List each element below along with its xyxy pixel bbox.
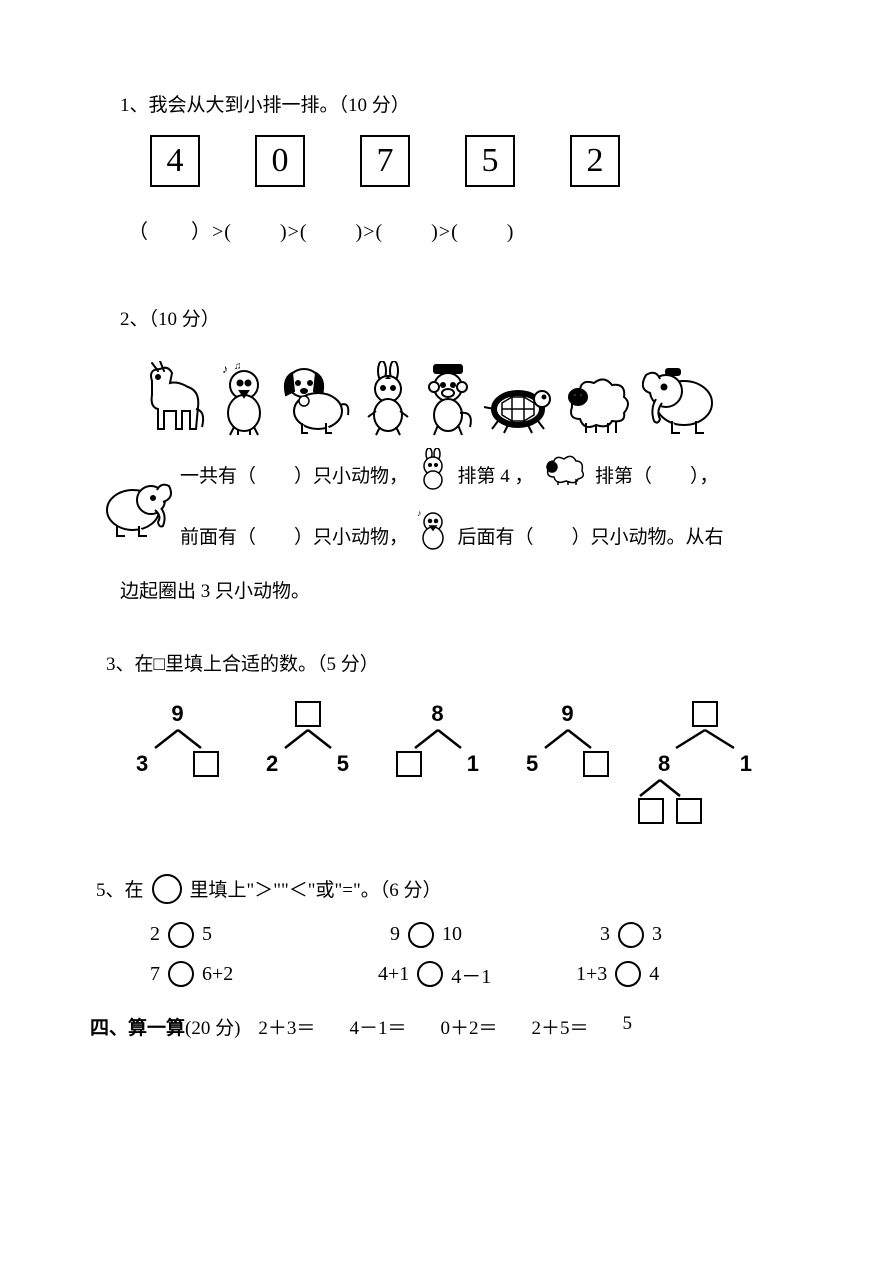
horse-icon bbox=[138, 361, 210, 442]
blank-box bbox=[396, 751, 422, 777]
turtle-icon bbox=[482, 379, 554, 442]
circle-blank-icon bbox=[152, 874, 182, 904]
sec4-heading: 四、算一算 bbox=[90, 1013, 185, 1040]
dog-icon bbox=[278, 361, 356, 442]
sheep-inline-icon bbox=[540, 451, 588, 505]
q1-title: 1、我会从大到小排一排。（10 分） bbox=[120, 90, 843, 117]
q5-title-a: 5、在 bbox=[96, 875, 144, 902]
q2-line2a: 前面有（ ）只小动物， bbox=[180, 527, 408, 548]
circle-blank bbox=[618, 922, 644, 948]
sec4-points: (20 分) bbox=[185, 1013, 240, 1040]
q2-line1a: 一共有（ ）只小动物， bbox=[180, 466, 408, 487]
compare-item: 910 bbox=[390, 922, 600, 948]
section4: 四、算一算 (20 分) 2＋3＝ 4－1＝ 0＋2＝ 2＋5＝ 5 bbox=[90, 1013, 843, 1040]
circle-blank bbox=[408, 922, 434, 948]
elephant-inline-icon bbox=[95, 480, 173, 558]
bond-left: 8 bbox=[658, 751, 670, 777]
blank-box bbox=[295, 701, 321, 727]
bond-right: 1 bbox=[740, 751, 752, 777]
compare-item: 4+14－1 bbox=[378, 960, 576, 989]
blank-box bbox=[692, 701, 718, 727]
bond-right: 5 bbox=[337, 751, 349, 777]
bond-left: 3 bbox=[136, 751, 148, 777]
worksheet-page: 1、我会从大到小排一排。（10 分） 4 0 7 5 2 （ ）>( )>( )… bbox=[0, 0, 893, 1090]
q2-title: 2、（10 分） bbox=[120, 304, 843, 331]
elephant-icon bbox=[642, 365, 720, 442]
number-bond: 81 bbox=[650, 700, 760, 824]
q2-line1b: 排第 4 ， bbox=[458, 466, 534, 487]
blank-box bbox=[583, 751, 609, 777]
circle-blank bbox=[168, 961, 194, 987]
number-bond: 9 3 bbox=[130, 700, 225, 778]
q2-text-block: 一共有（ ）只小动物， 排第 4 ， 排第（ ）， bbox=[180, 448, 843, 615]
svg-text:♪: ♪ bbox=[222, 362, 228, 376]
rabbit-inline-icon bbox=[415, 448, 451, 508]
bond-left: 5 bbox=[526, 751, 538, 777]
number-bond: 8 1 bbox=[390, 700, 485, 778]
q1-number-boxes: 4 0 7 5 2 bbox=[150, 135, 843, 187]
animals-row: ♪ ♫ bbox=[138, 361, 843, 442]
arith-expr: 0＋2＝ bbox=[440, 1013, 497, 1040]
num-box: 2 bbox=[570, 135, 620, 187]
chick-icon: ♪ ♫ bbox=[216, 361, 272, 442]
q2-line2b: 后面有（ ）只小动物。从右 bbox=[458, 527, 724, 548]
compare-item: 76+2 bbox=[150, 960, 378, 989]
rabbit-icon bbox=[362, 361, 414, 442]
blank-box bbox=[676, 798, 702, 824]
chick-inline-icon: ♪ bbox=[415, 508, 451, 570]
num-box: 7 bbox=[360, 135, 410, 187]
num-box: 4 bbox=[150, 135, 200, 187]
q5-title: 5、在 里填上"＞""＜"或"="。（6 分） bbox=[96, 874, 843, 904]
svg-text:♪: ♪ bbox=[417, 508, 422, 518]
blank-box bbox=[193, 751, 219, 777]
q5-row2: 76+2 4+14－1 1+34 bbox=[150, 960, 843, 989]
q5-row1: 25 910 33 bbox=[150, 922, 843, 948]
number-bond: 25 bbox=[260, 700, 355, 778]
bond-top: 9 bbox=[171, 701, 183, 727]
bond-top: 9 bbox=[561, 701, 573, 727]
sheep-icon bbox=[560, 371, 636, 442]
q2-line3: 边起圈出 3 只小动物。 bbox=[120, 569, 310, 615]
arith-expr: 5 bbox=[622, 1013, 632, 1040]
compare-item: 1+34 bbox=[576, 960, 726, 989]
bond-right: 1 bbox=[467, 751, 479, 777]
bond-left: 2 bbox=[266, 751, 278, 777]
blank-box bbox=[638, 798, 664, 824]
bond-top: 8 bbox=[431, 701, 443, 727]
num-box: 0 bbox=[255, 135, 305, 187]
number-bond: 9 5 bbox=[520, 700, 615, 778]
svg-text:♫: ♫ bbox=[234, 361, 242, 372]
q1-blanks: （ ）>( )>( )>( )>( ) bbox=[128, 215, 843, 244]
bond-row: 9 3 25 8 1 9 5 81 bbox=[130, 700, 843, 824]
arith-expr: 2＋3＝ bbox=[258, 1013, 315, 1040]
compare-item: 25 bbox=[150, 922, 390, 948]
circle-blank bbox=[168, 922, 194, 948]
compare-item: 33 bbox=[600, 922, 750, 948]
circle-blank bbox=[417, 961, 443, 987]
q5-title-b: 里填上"＞""＜"或"="。（6 分） bbox=[190, 875, 442, 902]
arith-expr: 4－1＝ bbox=[349, 1013, 406, 1040]
monkey-icon bbox=[420, 361, 476, 442]
q3-title: 3、在□里填上合适的数。（5 分） bbox=[106, 649, 843, 676]
circle-blank bbox=[615, 961, 641, 987]
num-box: 5 bbox=[465, 135, 515, 187]
q2-line1c: 排第（ ）， bbox=[595, 466, 719, 487]
arith-expr: 2＋5＝ bbox=[531, 1013, 588, 1040]
